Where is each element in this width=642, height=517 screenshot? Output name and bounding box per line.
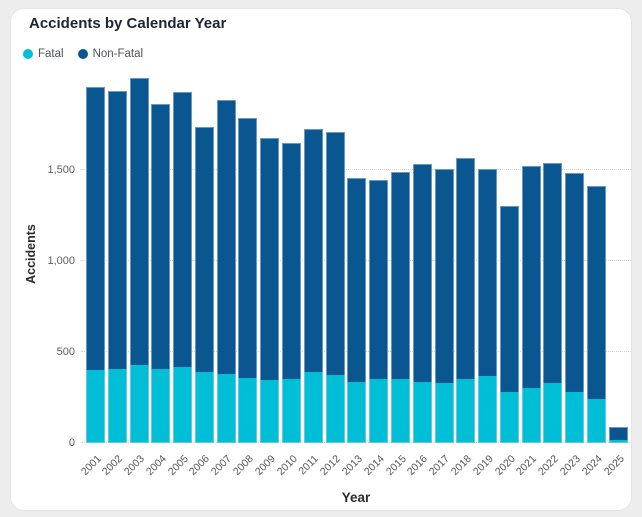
bar-2021[interactable] <box>521 165 541 443</box>
bar-2002[interactable] <box>107 91 127 443</box>
bar-segment-2024-fatal[interactable] <box>586 399 606 443</box>
bar-segment-2023-non-fatal[interactable] <box>565 173 585 393</box>
bar-2020[interactable] <box>499 205 519 443</box>
bar-2024[interactable] <box>586 185 606 443</box>
chart-title: Accidents by Calendar Year <box>29 15 227 32</box>
y-tick-label-1500: 1,500 <box>47 164 75 177</box>
bar-segment-2012-fatal[interactable] <box>325 374 345 443</box>
bar-2008[interactable] <box>238 117 258 443</box>
y-axis-tick-labels: 0 500 1,000 1,500 <box>37 65 77 449</box>
bar-segment-2013-fatal[interactable] <box>347 382 367 443</box>
bar-segment-2014-non-fatal[interactable] <box>369 180 389 379</box>
bar-2025[interactable] <box>608 426 628 443</box>
bar-segment-2005-non-fatal[interactable] <box>173 92 193 367</box>
bar-2009[interactable] <box>260 137 280 443</box>
bar-segment-2001-non-fatal[interactable] <box>86 86 105 371</box>
bar-segment-2019-fatal[interactable] <box>478 375 498 443</box>
plot-area <box>81 65 631 443</box>
bar-segment-2003-non-fatal[interactable] <box>129 77 149 365</box>
y-tick-label-0: 0 <box>68 437 75 449</box>
bar-segment-2018-non-fatal[interactable] <box>456 157 476 380</box>
bar-2007[interactable] <box>216 100 236 443</box>
bar-segment-2015-non-fatal[interactable] <box>390 172 410 379</box>
bar-segment-2001-fatal[interactable] <box>86 370 105 443</box>
bar-segment-2022-non-fatal[interactable] <box>543 163 563 383</box>
bar-segment-2007-fatal[interactable] <box>216 373 236 443</box>
legend-dot-non-fatal <box>77 49 88 59</box>
bar-2015[interactable] <box>390 172 410 443</box>
gridline-1500 <box>81 169 631 171</box>
bar-segment-2007-non-fatal[interactable] <box>216 100 236 374</box>
bar-segment-2014-fatal[interactable] <box>369 378 389 443</box>
bar-segment-2018-fatal[interactable] <box>456 379 476 443</box>
bar-2023[interactable] <box>565 173 585 443</box>
bar-2011[interactable] <box>303 128 323 443</box>
y-tick-label-500: 500 <box>56 346 75 359</box>
bar-segment-2021-non-fatal[interactable] <box>521 165 541 388</box>
bar-segment-2021-fatal[interactable] <box>521 387 541 443</box>
bar-2006[interactable] <box>194 126 214 443</box>
bar-segment-2011-fatal[interactable] <box>303 372 323 443</box>
legend: Fatal Non-Fatal <box>23 48 143 60</box>
bar-segment-2023-fatal[interactable] <box>565 392 585 443</box>
bar-2001[interactable] <box>86 86 105 443</box>
legend-item-non-fatal[interactable]: Non-Fatal <box>77 48 144 60</box>
bar-segment-2008-non-fatal[interactable] <box>238 117 258 378</box>
bar-segment-2012-non-fatal[interactable] <box>325 132 345 375</box>
bar-segment-2016-fatal[interactable] <box>412 382 432 443</box>
bar-segment-2020-non-fatal[interactable] <box>499 205 519 393</box>
bar-segment-2003-fatal[interactable] <box>129 364 149 443</box>
bar-segment-2006-fatal[interactable] <box>194 372 214 443</box>
bar-2018[interactable] <box>456 157 476 443</box>
bar-segment-2016-non-fatal[interactable] <box>412 164 432 383</box>
bar-segment-2006-non-fatal[interactable] <box>194 126 214 373</box>
bar-segment-2011-non-fatal[interactable] <box>303 128 323 373</box>
bar-segment-2024-non-fatal[interactable] <box>586 185 606 400</box>
bar-segment-2025-non-fatal[interactable] <box>608 426 628 441</box>
bar-segment-2010-fatal[interactable] <box>282 379 302 443</box>
bar-segment-2013-non-fatal[interactable] <box>347 177 367 383</box>
bar-2022[interactable] <box>543 163 563 443</box>
bar-2004[interactable] <box>151 104 171 443</box>
x-axis-tick-labels: 2001 2002 2003 2004 2005 2006 2007 2008 2009 2010… <box>78 443 631 489</box>
bar-segment-2002-fatal[interactable] <box>107 369 127 443</box>
y-axis-title: Accidents <box>24 224 38 284</box>
chart-card: Accidents by Calendar Year Fatal Non-Fata… <box>10 8 632 511</box>
bars-layer <box>86 65 628 443</box>
bar-2013[interactable] <box>347 177 367 443</box>
bar-2014[interactable] <box>369 180 389 443</box>
y-tick-label-1000: 1,000 <box>47 255 75 268</box>
legend-item-fatal[interactable]: Fatal <box>23 48 64 60</box>
legend-label: Fatal <box>38 48 64 60</box>
x-axis-title: Year <box>341 490 371 505</box>
bar-segment-2020-fatal[interactable] <box>499 392 519 443</box>
bar-segment-2004-fatal[interactable] <box>151 368 171 443</box>
bar-2012[interactable] <box>325 132 345 443</box>
bar-2005[interactable] <box>173 92 193 443</box>
bar-segment-2019-non-fatal[interactable] <box>478 168 498 376</box>
bar-segment-2009-fatal[interactable] <box>260 380 280 443</box>
bar-segment-2004-non-fatal[interactable] <box>151 104 171 369</box>
legend-label: Non-Fatal <box>92 48 144 60</box>
bar-2019[interactable] <box>478 168 498 443</box>
bar-segment-2002-non-fatal[interactable] <box>107 91 127 370</box>
bar-segment-2005-fatal[interactable] <box>173 366 193 443</box>
bar-segment-2017-non-fatal[interactable] <box>434 168 454 383</box>
bar-segment-2022-fatal[interactable] <box>543 383 563 443</box>
bar-2017[interactable] <box>434 168 454 443</box>
bar-2003[interactable] <box>129 77 149 443</box>
bar-segment-2025-fatal[interactable] <box>608 440 628 443</box>
bar-segment-2008-fatal[interactable] <box>238 377 258 443</box>
legend-dot-fatal <box>23 49 33 59</box>
bar-segment-2015-fatal[interactable] <box>390 378 410 443</box>
bar-segment-2010-non-fatal[interactable] <box>282 143 302 380</box>
bar-segment-2009-non-fatal[interactable] <box>260 137 280 381</box>
bar-segment-2017-fatal[interactable] <box>434 383 454 443</box>
bar-2010[interactable] <box>282 143 302 443</box>
bar-2016[interactable] <box>412 164 432 443</box>
